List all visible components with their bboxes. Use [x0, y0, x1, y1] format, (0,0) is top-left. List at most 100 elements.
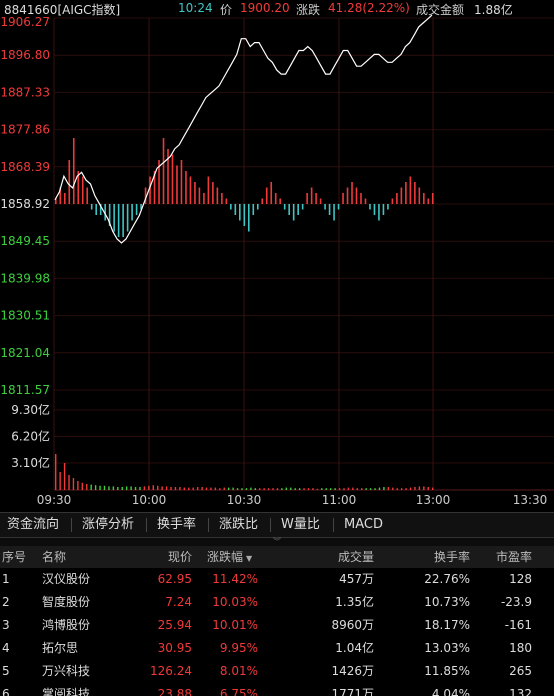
price-line — [54, 14, 433, 244]
change-value: 41.28(2.22%) — [328, 1, 410, 15]
volume-bar — [201, 487, 203, 490]
volume-bar — [374, 488, 376, 490]
change-bar — [387, 204, 389, 210]
change-bar — [297, 204, 299, 215]
stock-volume: 8960万 — [331, 618, 374, 632]
col-name[interactable]: 名称 — [42, 550, 67, 564]
table-row[interactable]: 4 拓尔思 30.95 9.95% 1.04亿 13.03% 180 — [0, 637, 554, 660]
change-bar — [270, 182, 273, 204]
tab-macd[interactable]: MACD — [344, 517, 383, 532]
change-bar — [153, 171, 156, 204]
change-bar — [55, 198, 57, 204]
volume-bar — [378, 487, 381, 490]
col-price[interactable]: 现价 — [167, 550, 192, 564]
price-tick-label: 1858.92 — [0, 197, 50, 211]
tab-divider — [146, 518, 147, 532]
volume-bar — [352, 487, 354, 490]
row-index: 4 — [2, 641, 10, 655]
change-bar — [382, 204, 385, 215]
tab-advance-decline[interactable]: 涨跌比 — [219, 517, 259, 532]
volume-bar — [139, 487, 141, 490]
table-row[interactable]: 3 鸿博股份 25.94 10.01% 8960万 18.17% -161 — [0, 614, 554, 637]
intraday-chart[interactable]: 1906.27 1896.80 1887.33 1877.86 1868.39 1858.… — [0, 0, 554, 512]
table-row[interactable]: 2 智度股份 7.24 10.03% 1.35亿 10.73% -23.9 — [0, 591, 554, 614]
change-bar — [324, 204, 326, 210]
stock-table: 序号 名称 现价 涨跌幅 ▼ 成交量 换手率 市盈率 1 汉仪股份 62.95 11.4… — [0, 546, 554, 696]
col-change-pct[interactable]: 涨跌幅 ▼ — [207, 546, 252, 570]
change-bar — [261, 198, 264, 204]
change-bar — [72, 138, 75, 204]
stock-change-pct: 9.95% — [219, 641, 258, 655]
table-row[interactable]: 1 汉仪股份 62.95 11.42% 457万 22.76% 128 — [0, 568, 554, 591]
volume-bar — [392, 487, 394, 490]
time-tick-label: 09:30 — [37, 493, 72, 507]
tab-w-volume-ratio[interactable]: W量比 — [281, 517, 320, 532]
col-turnover[interactable]: 换手率 — [433, 550, 470, 564]
change-bar — [346, 187, 349, 204]
volume-bar — [267, 488, 270, 490]
stock-volume: 457万 — [339, 572, 374, 586]
stock-change-pct: 11.42% — [212, 572, 258, 586]
col-pe[interactable]: 市盈率 — [495, 550, 532, 564]
chart-grid — [53, 17, 554, 491]
volume-bar — [356, 488, 358, 490]
sort-desc-icon: ▼ — [246, 554, 253, 563]
change-bar — [180, 160, 183, 204]
volume-bar — [423, 486, 425, 490]
col-index[interactable]: 序号 — [2, 550, 27, 564]
stock-change-pct: 10.01% — [212, 618, 258, 632]
change-bar — [306, 193, 308, 204]
price-tick-label: 1906.27 — [0, 15, 50, 29]
change-bar — [86, 187, 89, 204]
stock-name: 智度股份 — [42, 595, 91, 609]
change-bar — [185, 171, 187, 204]
chevron-down-icon: ︾ — [273, 537, 281, 546]
table-row[interactable]: 5 万兴科技 126.24 8.01% 1426万 11.85% 265 — [0, 660, 554, 683]
volume-bar — [210, 487, 212, 490]
change-bar — [301, 204, 304, 210]
change-bar — [140, 204, 142, 210]
change-bar — [162, 138, 165, 204]
volume-bar — [152, 485, 154, 490]
change-bar — [337, 204, 340, 210]
stock-pe: 265 — [509, 664, 532, 678]
stock-price: 25.94 — [157, 618, 192, 632]
volume-bar — [418, 486, 421, 490]
tab-turnover-rate[interactable]: 换手率 — [157, 517, 197, 532]
change-bar — [81, 176, 84, 204]
volume-bar — [281, 488, 283, 490]
tab-capital-flow[interactable]: 资金流向 — [7, 517, 60, 532]
volume-bar — [263, 488, 265, 490]
change-bar — [225, 198, 228, 204]
change-bar — [427, 198, 430, 204]
volume-bar — [294, 488, 296, 490]
price-value: 1900.20 — [240, 1, 290, 15]
volume-bar — [143, 486, 146, 490]
change-bar — [203, 193, 205, 204]
volume-bar — [188, 487, 190, 490]
change-bar — [310, 187, 313, 204]
volume-bar — [369, 488, 372, 490]
stock-pe: -161 — [504, 618, 532, 632]
volume-bar — [196, 487, 199, 490]
turnover-value: 1.88亿 — [474, 3, 513, 17]
price-tick-label: 1839.98 — [0, 271, 50, 285]
volume-bar — [338, 488, 341, 490]
stock-turnover: 22.76% — [424, 572, 470, 586]
volume-bar — [232, 487, 234, 490]
volume-bar — [361, 488, 363, 490]
stock-price: 62.95 — [157, 572, 192, 586]
collapse-handle[interactable]: ︾ — [0, 538, 554, 546]
volume-bar — [72, 478, 75, 490]
tab-limit-up-analysis[interactable]: 涨停分析 — [82, 517, 135, 532]
change-bar — [355, 187, 358, 204]
volume-bar — [130, 486, 132, 490]
volume-tick-label: 9.30亿 — [11, 402, 50, 417]
change-bar — [122, 204, 124, 237]
col-volume[interactable]: 成交量 — [337, 550, 374, 564]
change-bar — [144, 187, 147, 204]
change-bar — [216, 187, 219, 204]
table-row[interactable]: 6 掌阅科技 23.88 6.75% 1771万 4.04% 132 — [0, 683, 554, 696]
change-bar — [373, 204, 376, 215]
change-bar — [239, 204, 241, 221]
